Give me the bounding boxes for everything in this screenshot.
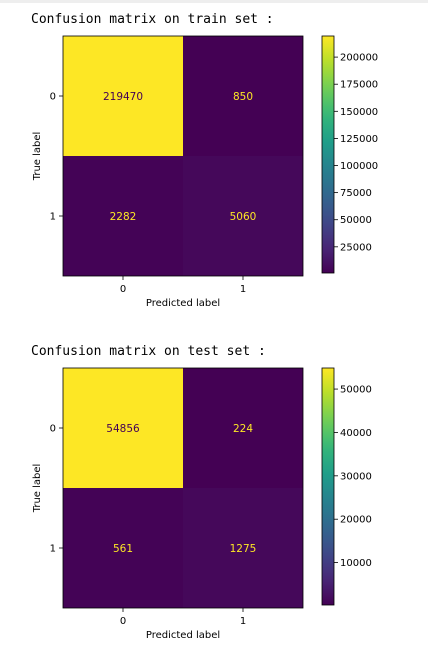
train-colorbar-tick-label: 50000: [340, 215, 372, 226]
train-cell-0-1: [183, 36, 303, 156]
test-cell-value-0-0: 54856: [106, 423, 140, 435]
test-colorbar-tick-label: 10000: [340, 558, 372, 569]
train-cell-value-0-0: 219470: [103, 91, 143, 103]
test-x-axis-label: Predicted label: [146, 630, 220, 641]
test-y-tick-label: 1: [50, 544, 56, 555]
test-confusion-matrix: 54856 224 561 1275 0 1 0 1 Predicted label True l…: [32, 367, 372, 641]
cell-top-border: [0, 0, 428, 3]
train-cell-value-1-1: 5060: [230, 211, 257, 223]
test-plot-frame: [62, 367, 304, 609]
test-colorbar-tick-label: 50000: [340, 385, 372, 396]
test-colorbar-tick-label: 30000: [340, 471, 372, 482]
train-caption: Confusion matrix on train set :: [31, 12, 274, 27]
test-y-tick-label: 0: [50, 424, 56, 435]
test-y-axis-label: True label: [32, 464, 43, 514]
train-x-axis-label: Predicted label: [146, 298, 220, 309]
train-cell-0-0: [63, 36, 183, 156]
train-y-tick-label: 0: [50, 92, 56, 103]
train-cell-1-0: [63, 156, 183, 276]
train-y-tick-label: 1: [50, 212, 56, 223]
test-cell-1-0: [63, 488, 183, 608]
test-cell-value-1-0: 561: [113, 543, 133, 555]
train-colorbar-tick-label: 175000: [340, 80, 378, 91]
train-x-tick-label: 1: [240, 284, 246, 295]
train-confusion-matrix: 219470 850 2282 5060 0 1 0 1 Predicted label True…: [32, 35, 378, 309]
train-cell-value-1-0: 2282: [110, 211, 137, 223]
test-cell-1-1: [183, 488, 303, 608]
train-colorbar-tick-label: 75000: [340, 188, 372, 199]
test-cell-value-1-1: 1275: [230, 543, 257, 555]
train-y-axis-label: True label: [32, 132, 43, 182]
train-x-tick-label: 0: [120, 284, 126, 295]
test-colorbar: [321, 367, 335, 606]
train-colorbar-tick-label: 125000: [340, 134, 378, 145]
test-x-tick-label: 0: [120, 616, 126, 627]
train-colorbar-tick-label: 200000: [340, 53, 378, 64]
train-colorbar-tick-label: 100000: [340, 161, 378, 172]
train-colorbar-tick-label: 150000: [340, 107, 378, 118]
test-x-tick-label: 1: [240, 616, 246, 627]
train-colorbar-tick-label: 25000: [340, 242, 372, 253]
train-cell-1-1: [183, 156, 303, 276]
train-plot-frame: [62, 35, 304, 277]
test-cell-0-1: [183, 368, 303, 488]
train-colorbar: [321, 35, 335, 274]
test-cell-value-0-1: 224: [233, 423, 253, 435]
test-colorbar-tick-label: 20000: [340, 515, 372, 526]
train-cell-value-0-1: 850: [233, 91, 253, 103]
test-cell-0-0: [63, 368, 183, 488]
test-caption: Confusion matrix on test set :: [31, 344, 266, 359]
test-colorbar-tick-label: 40000: [340, 428, 372, 439]
